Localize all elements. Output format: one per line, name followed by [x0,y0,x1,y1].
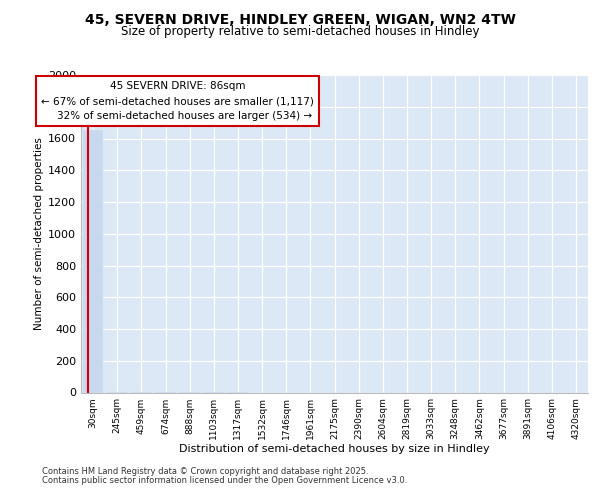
Text: Contains public sector information licensed under the Open Government Licence v3: Contains public sector information licen… [42,476,407,485]
Text: 45, SEVERN DRIVE, HINDLEY GREEN, WIGAN, WN2 4TW: 45, SEVERN DRIVE, HINDLEY GREEN, WIGAN, … [85,12,515,26]
Text: 45 SEVERN DRIVE: 86sqm
← 67% of semi-detached houses are smaller (1,117)
    32%: 45 SEVERN DRIVE: 86sqm ← 67% of semi-det… [41,82,314,121]
X-axis label: Distribution of semi-detached houses by size in Hindley: Distribution of semi-detached houses by … [179,444,490,454]
Text: Size of property relative to semi-detached houses in Hindley: Size of property relative to semi-detach… [121,25,479,38]
Bar [83,130,103,392]
Text: Contains HM Land Registry data © Crown copyright and database right 2025.: Contains HM Land Registry data © Crown c… [42,467,368,476]
Y-axis label: Number of semi-detached properties: Number of semi-detached properties [34,138,44,330]
